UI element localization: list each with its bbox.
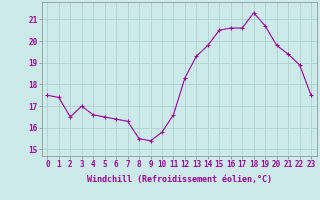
X-axis label: Windchill (Refroidissement éolien,°C): Windchill (Refroidissement éolien,°C) [87, 175, 272, 184]
